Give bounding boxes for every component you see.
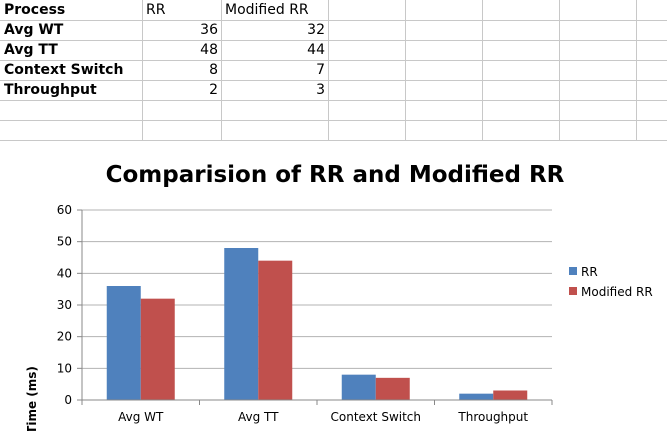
bar-rr [224, 248, 259, 400]
row-label-cell[interactable]: Context Switch [4, 62, 124, 78]
legend-swatch [569, 267, 577, 275]
y-tick-label: 40 [57, 266, 72, 280]
chart-legend[interactable]: RR Modified RR [569, 265, 653, 299]
row-label-cell[interactable]: Avg WT [4, 22, 64, 38]
bar-modified-rr [493, 390, 528, 400]
modified-rr-value-cell[interactable]: 3 [316, 82, 325, 98]
bar-modified-rr [258, 260, 293, 400]
chart-axes: 0 10 20 30 40 50 60 Avg WT Avg TT Context Switch T… [57, 203, 553, 424]
header-cell-modified-rr[interactable]: Modified RR [225, 2, 309, 18]
row-gridline [0, 120, 667, 121]
row-label-cell[interactable]: Avg TT [4, 42, 58, 58]
legend-label: Modified RR [581, 285, 653, 299]
row-label-cell[interactable]: Throughput [4, 82, 97, 98]
y-tick-label: 50 [57, 235, 72, 249]
chart-canvas: Comparision of RR and Modified RR Time (… [25, 162, 653, 431]
row-gridline [0, 100, 667, 101]
modified-rr-value-cell[interactable]: 44 [307, 42, 325, 58]
bar-modified-rr [140, 298, 175, 400]
bar-rr [459, 393, 494, 400]
row-gridline [0, 40, 667, 41]
modified-rr-value-cell[interactable]: 32 [307, 22, 325, 38]
legend-swatch [569, 287, 577, 295]
y-tick-label: 60 [57, 203, 72, 217]
y-tick-label: 0 [64, 393, 72, 407]
header-cell-process[interactable]: Process [4, 2, 66, 18]
rr-value-cell[interactable]: 2 [209, 82, 218, 98]
embedded-chart[interactable]: Comparision of RR and Modified RR Time (… [0, 141, 667, 431]
rr-value-cell[interactable]: 8 [209, 62, 218, 78]
modified-rr-value-cell[interactable]: 7 [316, 62, 325, 78]
bar-modified-rr [375, 377, 410, 400]
legend-label: RR [581, 265, 598, 279]
x-tick-label: Context Switch [331, 410, 422, 424]
x-tick-label: Avg WT [118, 410, 164, 424]
x-tick-label: Avg TT [238, 410, 279, 424]
y-axis-label: Time (ms) [25, 366, 39, 431]
row-gridline [0, 80, 667, 81]
rr-value-cell[interactable]: 48 [200, 42, 218, 58]
y-tick-label: 30 [57, 298, 72, 312]
bar-rr [106, 286, 141, 400]
bar-rr [341, 374, 376, 400]
chart-title: Comparision of RR and Modified RR [106, 162, 565, 188]
y-tick-label: 10 [57, 361, 72, 375]
header-cell-rr[interactable]: RR [146, 2, 166, 18]
row-gridline [0, 60, 667, 61]
row-gridline [0, 20, 667, 21]
row-gridline [0, 140, 667, 141]
x-tick-label: Throughput [457, 410, 528, 424]
rr-value-cell[interactable]: 36 [200, 22, 218, 38]
chart-bars [106, 248, 528, 400]
y-tick-label: 20 [57, 330, 72, 344]
